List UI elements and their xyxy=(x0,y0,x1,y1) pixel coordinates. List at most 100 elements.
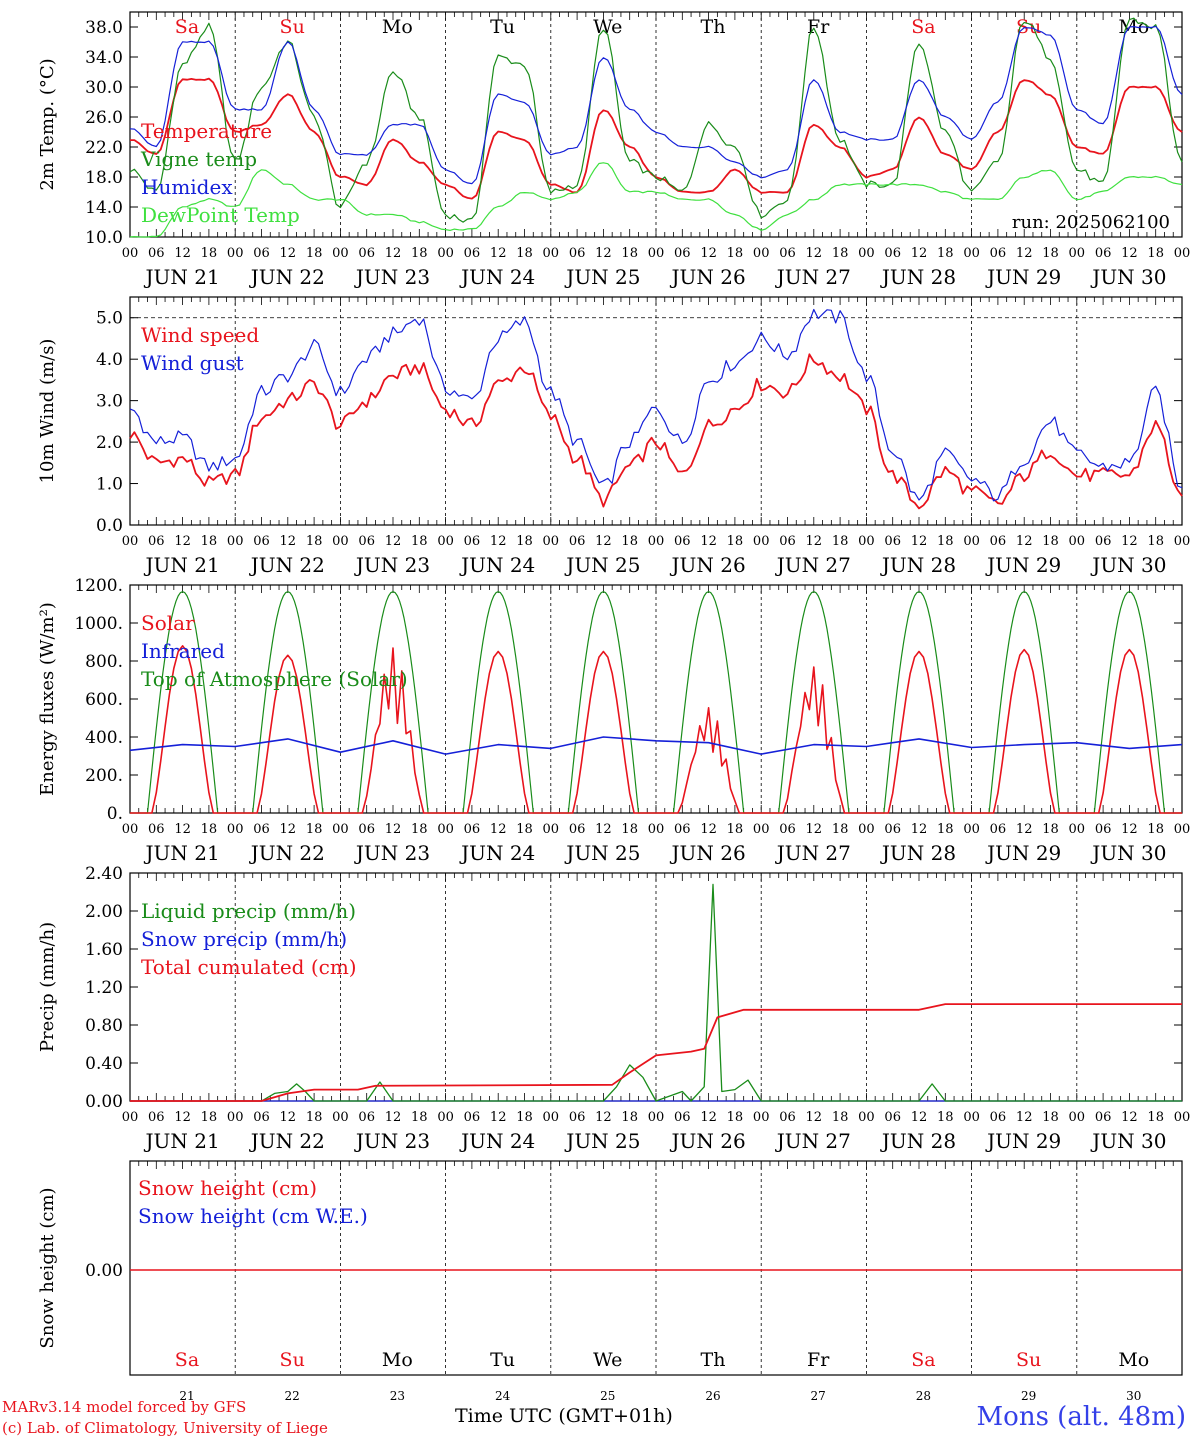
weekday-label: We xyxy=(593,1349,622,1371)
hour-tick-label: 18 xyxy=(516,534,533,549)
hour-tick-label: 12 xyxy=(1016,822,1033,837)
hour-tick-label: 12 xyxy=(911,822,928,837)
weekday-label: Th xyxy=(701,16,726,38)
hour-tick-label: 00 xyxy=(963,246,980,261)
y-tick-label: 2.00 xyxy=(85,902,123,922)
date-label: JUN 23 xyxy=(354,265,430,289)
hour-tick-label: 18 xyxy=(621,822,638,837)
date-label: JUN 27 xyxy=(775,1129,851,1153)
hour-tick-label: 12 xyxy=(911,1110,928,1125)
hour-tick-label: 06 xyxy=(990,246,1007,261)
hour-tick-label: 12 xyxy=(280,1110,297,1125)
weekday-label: Sa xyxy=(911,1349,935,1371)
hour-tick-label: 18 xyxy=(306,1110,323,1125)
hour-tick-label: 18 xyxy=(201,246,218,261)
hour-tick-label: 18 xyxy=(937,822,954,837)
weekday-label: Su xyxy=(280,16,305,38)
hour-tick-label: 12 xyxy=(385,822,402,837)
date-label: JUN 28 xyxy=(880,265,956,289)
legend-entry: Snow height (cm W.E.) xyxy=(138,1204,368,1228)
hour-tick-label: 06 xyxy=(1095,822,1112,837)
hour-tick-label: 06 xyxy=(884,246,901,261)
hour-tick-label: 00 xyxy=(858,534,875,549)
hour-tick-label: 06 xyxy=(674,822,691,837)
hour-tick-label: 06 xyxy=(1095,1110,1112,1125)
hour-tick-label: 00 xyxy=(122,246,139,261)
hour-tick-label: 18 xyxy=(201,534,218,549)
y-tick-label: 200. xyxy=(85,766,123,786)
day-number-label: 25 xyxy=(600,1389,615,1403)
hour-tick-label: 00 xyxy=(963,1110,980,1125)
hour-tick-label: 00 xyxy=(648,246,665,261)
date-label: JUN 26 xyxy=(670,1129,746,1153)
hour-tick-label: 00 xyxy=(332,246,349,261)
hour-tick-label: 06 xyxy=(464,822,481,837)
date-label: JUN 27 xyxy=(775,265,851,289)
hour-tick-label: 12 xyxy=(174,1110,191,1125)
legend-entry: Snow precip (mm/h) xyxy=(141,927,347,951)
legend-entry: Top of Atmosphere (Solar) xyxy=(141,667,408,691)
hour-tick-label: 00 xyxy=(1174,1110,1191,1125)
date-label: JUN 29 xyxy=(985,1129,1061,1153)
hour-tick-label: 12 xyxy=(911,246,928,261)
day-number-label: 22 xyxy=(285,1389,300,1403)
hour-tick-label: 06 xyxy=(148,822,165,837)
date-label: JUN 30 xyxy=(1090,553,1166,577)
hour-tick-label: 06 xyxy=(674,534,691,549)
date-label: JUN 28 xyxy=(880,553,956,577)
hour-tick-label: 00 xyxy=(1069,246,1086,261)
y-tick-label: 30.0 xyxy=(85,78,123,98)
hour-tick-label: 12 xyxy=(490,534,507,549)
hour-tick-label: 00 xyxy=(437,1110,454,1125)
day-number-label: 27 xyxy=(811,1389,826,1403)
model-credit: MARv3.14 model forced by GFS xyxy=(2,1398,247,1416)
date-label: JUN 23 xyxy=(354,553,430,577)
hour-tick-label: 18 xyxy=(832,534,849,549)
hour-tick-label: 18 xyxy=(411,822,428,837)
hour-tick-label: 06 xyxy=(779,822,796,837)
y-tick-label: 5.0 xyxy=(96,309,123,329)
series-line-1 xyxy=(129,308,1183,502)
hour-tick-label: 12 xyxy=(174,246,191,261)
hour-tick-label: 00 xyxy=(437,534,454,549)
hour-tick-label: 18 xyxy=(937,534,954,549)
date-label: JUN 25 xyxy=(564,265,640,289)
hour-tick-label: 06 xyxy=(779,246,796,261)
precip-series-2 xyxy=(130,1003,1182,1102)
hour-tick-label: 00 xyxy=(227,1110,244,1125)
legend-entry: Wind speed xyxy=(141,323,259,347)
weekday-label: Tu xyxy=(490,16,515,38)
hour-tick-label: 12 xyxy=(174,534,191,549)
date-label: JUN 26 xyxy=(670,553,746,577)
weekday-label: Sa xyxy=(911,16,935,38)
y-tick-label: 400. xyxy=(85,728,123,748)
hour-tick-label: 00 xyxy=(227,534,244,549)
weekday-label: Th xyxy=(701,1349,726,1371)
hour-tick-label: 06 xyxy=(884,822,901,837)
hour-tick-label: 06 xyxy=(674,246,691,261)
weekday-label: Mo xyxy=(382,16,413,38)
date-label: JUN 21 xyxy=(144,1129,220,1153)
hour-tick-label: 12 xyxy=(700,534,717,549)
hour-tick-label: 00 xyxy=(963,822,980,837)
hour-tick-label: 00 xyxy=(543,822,560,837)
hour-tick-label: 18 xyxy=(621,1110,638,1125)
hour-tick-label: 06 xyxy=(884,1110,901,1125)
date-label: JUN 24 xyxy=(459,841,535,865)
day-number-label: 29 xyxy=(1021,1389,1036,1403)
legend-entry: Humidex xyxy=(141,175,233,199)
y-axis-label: Energy fluxes (W/m²) xyxy=(37,602,58,796)
hour-tick-label: 00 xyxy=(753,534,770,549)
hour-tick-label: 06 xyxy=(779,534,796,549)
hour-tick-label: 00 xyxy=(648,1110,665,1125)
hour-tick-label: 18 xyxy=(727,822,744,837)
hour-tick-label: 12 xyxy=(385,534,402,549)
hour-tick-label: 00 xyxy=(753,1110,770,1125)
date-label: JUN 21 xyxy=(144,553,220,577)
y-tick-label: 4.0 xyxy=(96,350,123,370)
hour-tick-label: 12 xyxy=(280,822,297,837)
hour-tick-label: 00 xyxy=(332,534,349,549)
legend-entry: Vigne temp xyxy=(140,147,257,171)
hour-tick-label: 12 xyxy=(1121,1110,1138,1125)
date-label: JUN 22 xyxy=(249,265,325,289)
